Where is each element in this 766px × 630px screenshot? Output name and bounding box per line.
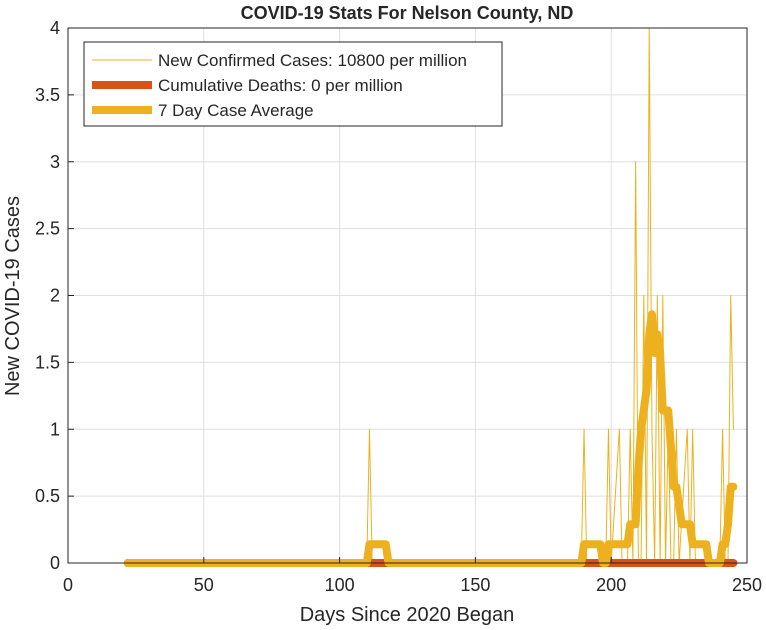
legend-label: Cumulative Deaths: 0 per million — [158, 76, 403, 95]
x-axis: 0 50 100 150 200 250 — [63, 557, 762, 595]
x-tick-label: 0 — [63, 575, 73, 595]
x-tick-label: 150 — [460, 575, 490, 595]
y-tick-label: 0.5 — [35, 486, 60, 506]
chart-title: COVID-19 Stats For Nelson County, ND — [241, 3, 574, 23]
seven-day-average-line — [123, 310, 738, 567]
y-tick-label: 4 — [50, 18, 60, 38]
legend-label: 7 Day Case Average — [158, 101, 314, 120]
legend: New Confirmed Cases: 10800 per million Cu… — [83, 41, 503, 127]
x-tick-label: 250 — [732, 575, 762, 595]
y-tick-label: 1.5 — [35, 352, 60, 372]
x-tick-label: 50 — [194, 575, 214, 595]
y-tick-label: 2.5 — [35, 219, 60, 239]
y-axis: 0 0.5 1 1.5 2 2.5 3 3.5 4 — [35, 18, 74, 573]
y-tick-label: 3.5 — [35, 85, 60, 105]
x-tick-label: 200 — [596, 575, 626, 595]
legend-label: New Confirmed Cases: 10800 per million — [158, 51, 467, 70]
x-tick-label: 100 — [325, 575, 355, 595]
y-tick-label: 0 — [50, 553, 60, 573]
y-axis-label: New COVID-19 Cases — [2, 196, 24, 396]
legend-box — [83, 41, 503, 127]
y-tick-label: 1 — [50, 419, 60, 439]
y-tick-label: 3 — [50, 152, 60, 172]
y-tick-label: 2 — [50, 286, 60, 306]
x-axis-label: Days Since 2020 Began — [300, 604, 515, 626]
